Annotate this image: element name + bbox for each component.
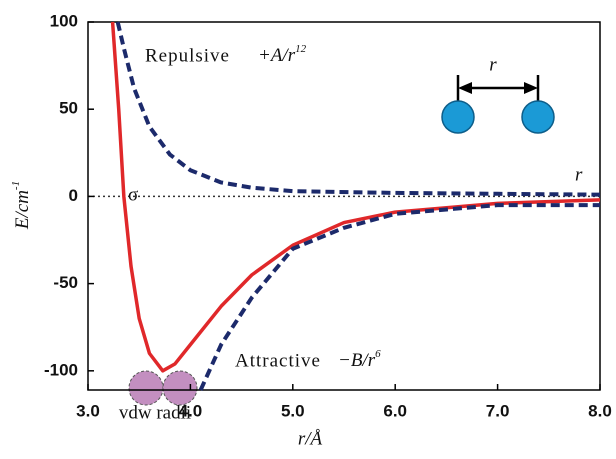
formula: −B/r xyxy=(338,350,376,371)
annotation: r xyxy=(575,164,583,185)
y-axis-label: E/cm-1 xyxy=(10,181,34,230)
dashed-curve xyxy=(115,21,601,197)
annotation: Attractive xyxy=(235,350,321,371)
formula: +A/r xyxy=(258,45,296,66)
x-tick-label: 3.0 xyxy=(76,401,100,420)
potential-curve xyxy=(110,21,601,373)
y-tick-label: 100 xyxy=(50,11,78,30)
y-tick-label: -100 xyxy=(44,360,78,379)
molecule-diagram xyxy=(441,75,555,134)
y-tick-label: 50 xyxy=(59,99,78,118)
exponent: 12 xyxy=(295,43,307,55)
annotation-formula: −B/r6 xyxy=(338,348,381,372)
x-tick-label: 8.0 xyxy=(588,401,612,420)
exponent: -1 xyxy=(10,181,22,190)
x-axis-label: r/Å xyxy=(298,428,323,449)
x-tick-label: 6.0 xyxy=(383,401,407,420)
y-tick-label: -50 xyxy=(53,273,78,292)
annotation: Repulsive xyxy=(145,45,230,66)
x-tick-label: 5.0 xyxy=(281,401,305,420)
dashed-curve xyxy=(198,203,600,391)
x-tick-label: 7.0 xyxy=(486,401,510,420)
annotation: σ xyxy=(128,184,138,205)
annotation-formula: +A/r12 xyxy=(258,43,307,67)
annotation: vdw radii xyxy=(119,402,191,423)
y-tick-label: 0 xyxy=(69,186,78,205)
x-tick-label: 4.0 xyxy=(179,401,203,420)
vdw-spheres xyxy=(128,370,198,406)
label: E/cm xyxy=(12,190,33,230)
exponent: 6 xyxy=(375,348,381,360)
annotation: r xyxy=(489,54,497,75)
